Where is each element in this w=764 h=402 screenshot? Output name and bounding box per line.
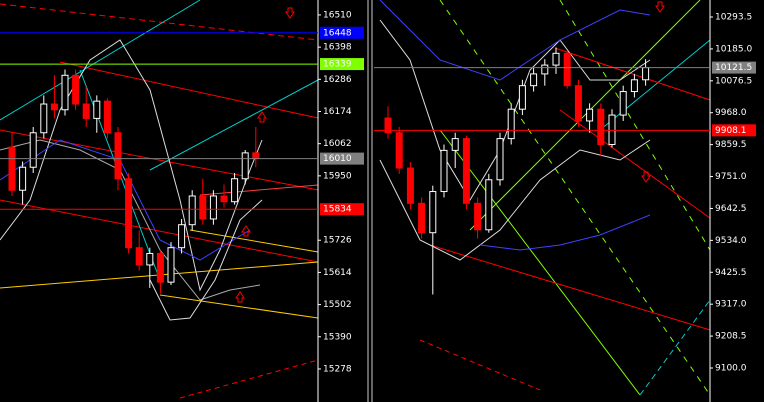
candle-body <box>199 195 207 220</box>
level-label-bg <box>320 203 364 216</box>
candle-body <box>19 166 27 191</box>
y-tick-label: 9317.0 <box>715 300 747 310</box>
candle-body <box>220 195 228 203</box>
candle-body <box>474 202 482 231</box>
candle-body <box>114 132 122 180</box>
candle-body <box>125 178 133 249</box>
y-tick-label: 16286 <box>323 75 352 85</box>
candle-body <box>50 103 58 111</box>
y-tick-label: 16510 <box>323 10 352 20</box>
candle-body <box>40 103 48 134</box>
y-tick-label: 9100.0 <box>715 364 747 374</box>
y-tick-label: 9968.0 <box>715 108 747 118</box>
y-tick-label: 15614 <box>323 268 352 278</box>
y-tick-label: 10293.5 <box>715 12 752 22</box>
y-tick-label: 15278 <box>323 364 352 374</box>
level-label: 15834 <box>323 205 352 215</box>
y-tick-label: 9751.0 <box>715 172 747 182</box>
y-tick-label: 15502 <box>323 300 352 310</box>
y-tick-label: 10185.0 <box>715 44 752 54</box>
candle-body <box>586 108 594 122</box>
right-panel-decor <box>379 0 711 396</box>
level-label-bg <box>320 152 364 165</box>
candle-body <box>82 103 90 119</box>
candle-body <box>178 224 186 249</box>
y-tick-label: 10076.5 <box>715 76 752 86</box>
y-tick-label: 9534.0 <box>715 236 747 246</box>
y-tick-label: 9425.5 <box>715 268 747 278</box>
y-tick-label: 9859.5 <box>715 140 747 150</box>
level-label: 10121.5 <box>715 63 752 73</box>
level-label: 16010 <box>323 154 352 164</box>
candle-body <box>451 138 459 151</box>
candle-body <box>619 91 627 116</box>
level-label: 16448 <box>323 28 352 38</box>
candle-body <box>541 64 549 75</box>
candle-body <box>440 149 448 193</box>
candle-body <box>530 73 538 87</box>
y-tick-label: 15950 <box>323 171 352 181</box>
candle-body <box>507 108 515 140</box>
candle-body <box>146 252 154 266</box>
candle-body <box>642 67 650 81</box>
candle-body <box>406 167 414 204</box>
candle-body <box>608 114 616 145</box>
level-label-bg <box>712 124 756 137</box>
candle-body <box>61 74 69 111</box>
candle-body <box>395 132 403 169</box>
y-tick-label: 15726 <box>323 236 352 246</box>
level-label: 16339 <box>323 60 352 70</box>
candle-body <box>252 152 260 160</box>
candle-body <box>8 146 16 191</box>
y-tick-label: 15390 <box>323 332 352 342</box>
candle-body <box>462 138 470 204</box>
level-label: 9908.1 <box>715 126 747 136</box>
candle-body <box>103 100 111 134</box>
candle-body <box>552 52 560 66</box>
y-tick-label: 16398 <box>323 43 352 53</box>
candle-body <box>485 179 493 231</box>
candle-body <box>384 117 392 134</box>
candle-body <box>563 52 571 87</box>
candle-body <box>241 152 249 180</box>
candle-body <box>209 195 217 220</box>
candle-body <box>496 138 504 181</box>
candle-body <box>93 100 101 119</box>
candle-body <box>135 247 143 266</box>
candle-body <box>429 191 437 234</box>
candle-body <box>597 108 605 145</box>
y-tick-label: 9208.5 <box>715 332 747 342</box>
candle-body <box>156 252 164 283</box>
candle-body <box>29 132 37 168</box>
candle-body <box>188 195 196 226</box>
level-label-bg <box>320 58 364 71</box>
level-label-bg <box>320 26 364 39</box>
candle-body <box>518 85 526 110</box>
y-tick-label: 16062 <box>323 139 352 149</box>
candle-body <box>418 202 426 234</box>
candle-body <box>72 74 80 105</box>
candle-body <box>231 178 239 203</box>
level-label-bg <box>712 61 756 74</box>
y-tick-label: 16174 <box>323 107 352 117</box>
candle-body <box>630 79 638 93</box>
candle-body <box>167 247 175 283</box>
candle-body <box>574 85 582 122</box>
y-tick-label: 9642.5 <box>715 204 747 214</box>
